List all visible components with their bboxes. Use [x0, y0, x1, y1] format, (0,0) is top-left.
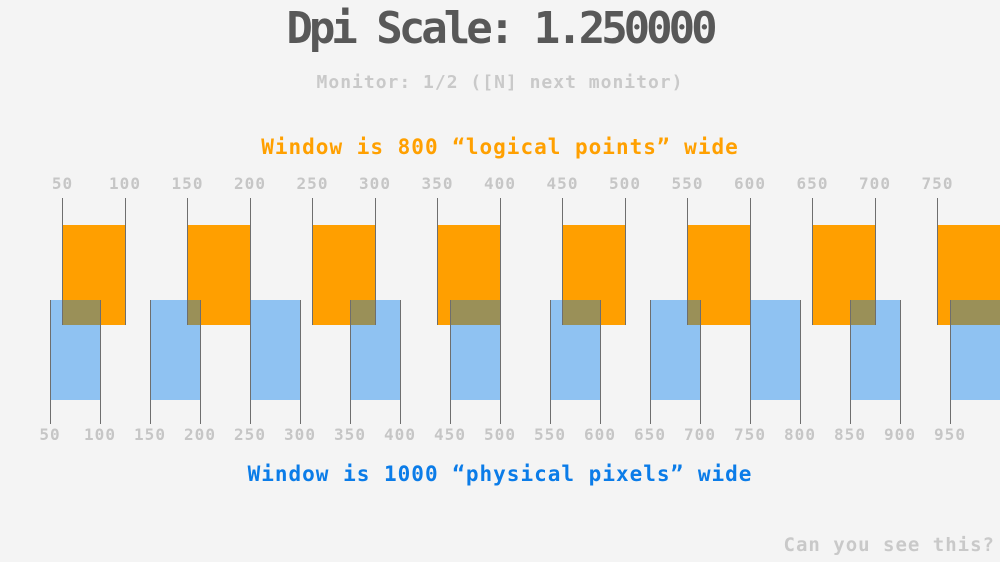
physical-tick [349, 300, 351, 424]
visibility-question: Can you see this? [783, 534, 995, 556]
logical-width-heading: Window is 800 “logical points” wide [261, 135, 739, 159]
physical-tick-label: 950 [934, 425, 966, 444]
physical-tick [399, 300, 401, 424]
overlap-region [450, 300, 500, 325]
logical-tick-label: 700 [859, 174, 891, 193]
logical-tick [437, 198, 438, 325]
logical-tick [812, 198, 813, 325]
physical-tick-label: 350 [334, 425, 366, 444]
physical-tick [199, 300, 201, 424]
physical-tick-label: 800 [784, 425, 816, 444]
physical-tick [549, 300, 551, 424]
physical-tick [649, 300, 651, 424]
physical-tick-label: 750 [734, 425, 766, 444]
logical-tick [562, 198, 563, 325]
physical-tick [149, 300, 151, 424]
physical-tick [799, 300, 801, 424]
logical-tick [874, 198, 876, 325]
logical-tick-label: 400 [484, 174, 516, 193]
logical-tick [624, 198, 626, 325]
logical-tick [187, 198, 188, 325]
physical-tick-label: 300 [284, 425, 316, 444]
physical-tick-label: 450 [434, 425, 466, 444]
page-title: Dpi Scale: 1.250000 [286, 3, 717, 54]
overlap-region [350, 300, 375, 325]
physical-tick-label: 900 [884, 425, 916, 444]
overlap-region [562, 300, 600, 325]
logical-tick-label: 350 [421, 174, 454, 193]
logical-tick-label: 100 [109, 174, 141, 193]
monitor-status: Monitor: 1/2 ([N] next monitor) [316, 72, 684, 93]
physical-tick [599, 300, 601, 424]
overlap-region [950, 300, 1000, 325]
logical-tick [312, 198, 313, 325]
physical-tick [899, 300, 901, 424]
physical-bar [250, 300, 300, 400]
logical-tick [687, 198, 688, 325]
physical-tick [49, 300, 51, 424]
overlap-region [187, 300, 200, 325]
logical-tick-label: 450 [546, 174, 579, 193]
logical-tick [62, 198, 63, 325]
physical-tick-label: 600 [584, 425, 616, 444]
physical-tick-label: 700 [684, 425, 716, 444]
overlap-region [850, 300, 875, 325]
physical-tick-label: 250 [234, 425, 266, 444]
physical-tick-label: 200 [184, 425, 216, 444]
physical-tick [299, 300, 301, 424]
overlap-region [62, 300, 100, 325]
logical-tick-label: 300 [359, 174, 391, 193]
physical-tick-label: 150 [134, 425, 166, 444]
physical-tick-label: 100 [84, 425, 116, 444]
logical-tick-label: 50 [51, 174, 74, 193]
logical-tick-label: 650 [796, 174, 829, 193]
physical-bar [750, 300, 800, 400]
logical-tick [749, 198, 751, 325]
physical-tick-label: 50 [39, 425, 61, 444]
logical-tick [249, 198, 251, 325]
physical-width-heading: Window is 1000 “physical pixels” wide [247, 462, 753, 486]
logical-tick-label: 200 [234, 174, 266, 193]
logical-tick-label: 600 [734, 174, 766, 193]
physical-tick [499, 300, 501, 424]
physical-tick [849, 300, 851, 424]
logical-tick-label: 150 [171, 174, 204, 193]
logical-tick [124, 198, 126, 325]
physical-tick [99, 300, 101, 424]
logical-tick [937, 198, 938, 325]
physical-tick [449, 300, 451, 424]
logical-tick-label: 250 [296, 174, 329, 193]
physical-tick-label: 500 [484, 425, 516, 444]
physical-tick [749, 300, 751, 424]
physical-tick [699, 300, 701, 424]
physical-tick-label: 650 [634, 425, 666, 444]
physical-tick-label: 400 [384, 425, 416, 444]
physical-tick-label: 550 [534, 425, 566, 444]
logical-tick-label: 750 [921, 174, 954, 193]
physical-tick [249, 300, 251, 424]
overlap-region [687, 300, 700, 325]
logical-tick-label: 550 [671, 174, 704, 193]
physical-tick [949, 300, 951, 424]
logical-tick [499, 198, 501, 325]
physical-tick-label: 850 [834, 425, 866, 444]
logical-tick-label: 500 [609, 174, 641, 193]
logical-tick [374, 198, 376, 325]
